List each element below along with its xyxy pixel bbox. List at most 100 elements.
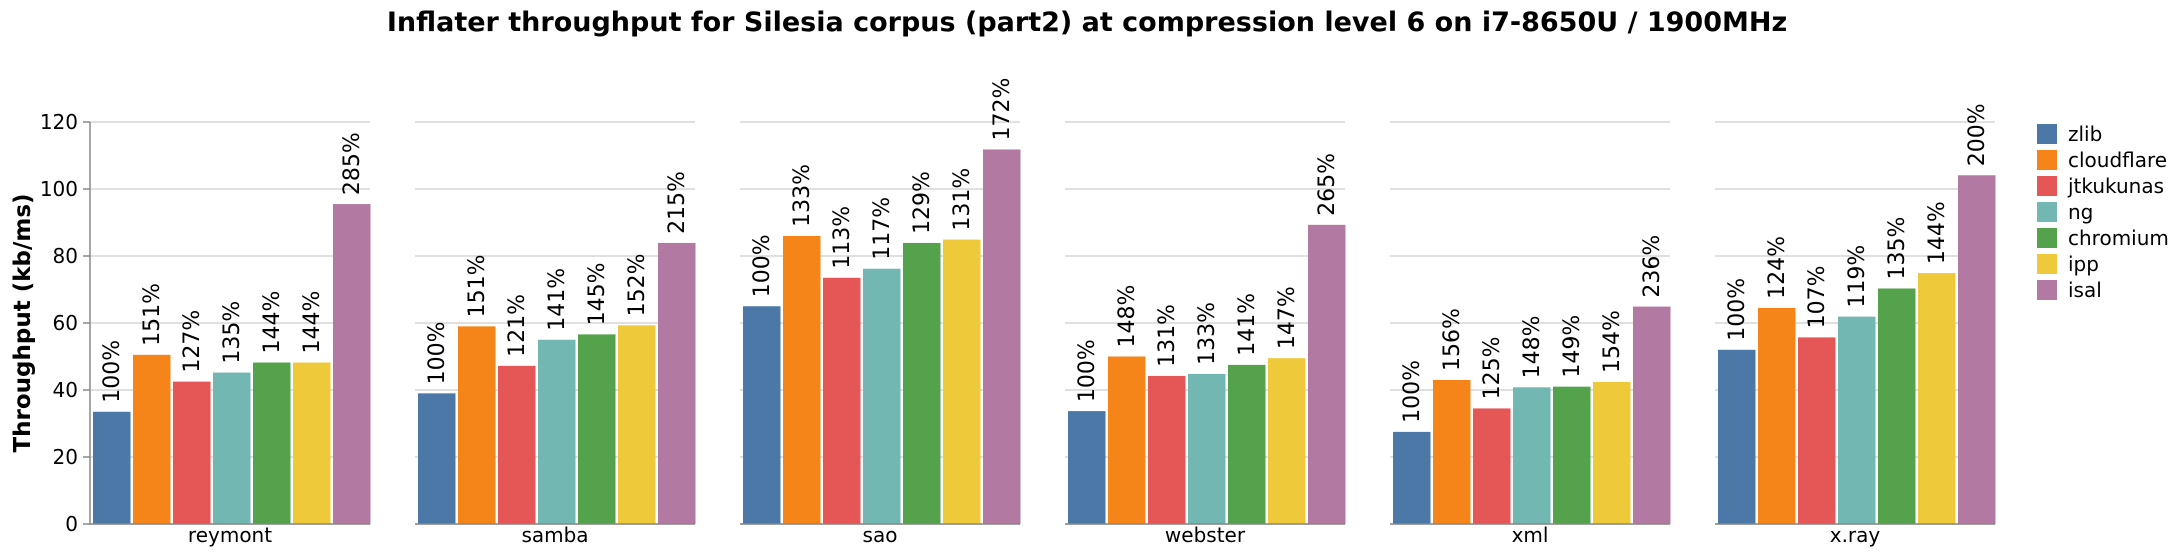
data-label: 236% [1640, 235, 1665, 298]
category-label: x.ray [1830, 523, 1881, 547]
data-label: 144% [300, 291, 325, 354]
data-label: 152% [625, 253, 650, 316]
legend-label: chromium [2068, 226, 2169, 250]
bar [213, 372, 251, 524]
bar [1393, 431, 1431, 524]
data-label: 148% [1520, 315, 1545, 378]
legend-swatch [2037, 280, 2057, 300]
data-label: 215% [665, 171, 690, 234]
bar [1473, 408, 1511, 524]
legend-swatch [2037, 124, 2057, 144]
bar [253, 362, 291, 524]
bar [1958, 175, 1996, 524]
data-label: 100% [1075, 339, 1100, 402]
y-tick-label: 120 [40, 110, 78, 134]
data-label: 100% [750, 234, 775, 297]
bar [333, 204, 371, 524]
bar [1718, 349, 1756, 524]
data-label: 100% [425, 321, 450, 384]
data-label: 133% [790, 164, 815, 227]
y-axis-title: Throughput (kb/ms) [10, 193, 36, 452]
bar [1308, 224, 1346, 524]
data-label: 151% [465, 254, 490, 317]
legend-label: isal [2068, 278, 2102, 302]
bar [293, 362, 331, 524]
legend-label: jtkukunas [2067, 174, 2164, 198]
bar [1228, 364, 1266, 524]
grid-layer [90, 121, 1995, 525]
bar [498, 365, 536, 524]
bar [173, 381, 211, 524]
axis-layer: 0 20 40 60 80 100 120 reymont samba sao webster xml… [40, 110, 1995, 547]
bar [578, 334, 616, 524]
y-tick-label: 100 [40, 177, 78, 201]
data-label: 141% [545, 268, 570, 331]
data-label: 144% [260, 291, 285, 354]
data-label: 145% [585, 262, 610, 325]
data-label: 149% [1560, 315, 1585, 378]
data-label: 144% [1925, 201, 1950, 264]
chart-title: Inflater throughput for Silesia corpus (… [387, 7, 1787, 38]
data-label: 147% [1275, 286, 1300, 349]
bar [1758, 307, 1796, 524]
legend-label: zlib [2068, 122, 2102, 146]
data-label: 148% [1115, 285, 1140, 348]
bar [93, 411, 131, 524]
legend-label: cloudflare [2068, 148, 2167, 172]
bar [743, 306, 781, 524]
data-label: 141% [1235, 293, 1260, 356]
data-label: 107% [1805, 265, 1830, 328]
bar [1878, 288, 1916, 524]
legend-swatch [2037, 254, 2057, 274]
data-label: 131% [1155, 304, 1180, 367]
bar [983, 149, 1021, 524]
bar [1553, 386, 1591, 524]
bar [458, 326, 496, 524]
data-label: 135% [1885, 217, 1910, 280]
bar [538, 339, 576, 524]
bar [1433, 379, 1471, 524]
data-label: 117% [870, 197, 895, 260]
legend-swatch [2037, 228, 2057, 248]
bar [1188, 373, 1226, 524]
legend-swatch [2037, 176, 2057, 196]
bar [658, 242, 696, 524]
data-label: 156% [1440, 308, 1465, 371]
category-label: xml [1512, 523, 1549, 547]
bar [783, 235, 821, 524]
category-label: webster [1165, 523, 1246, 547]
data-label: 121% [505, 294, 530, 357]
bar [1148, 375, 1186, 524]
y-tick-label: 20 [53, 445, 78, 469]
bar [1593, 381, 1631, 524]
data-label: 125% [1480, 337, 1505, 400]
y-tick-label: 0 [65, 512, 78, 536]
data-label: 151% [140, 283, 165, 346]
legend-label: ng [2068, 200, 2093, 224]
data-label: 129% [910, 171, 935, 234]
bar [1918, 273, 1956, 524]
y-tick-label: 40 [53, 378, 78, 402]
bar [823, 277, 861, 524]
bar [943, 239, 981, 524]
bar [1838, 316, 1876, 524]
bar [618, 325, 656, 524]
data-label: 119% [1845, 245, 1870, 308]
legend-swatch [2037, 150, 2057, 170]
data-label: 172% [990, 78, 1015, 141]
legend-swatch [2037, 202, 2057, 222]
data-labels-layer: 100% 151% 127% 135% 144% 144% 285% 100% 151% 121%… [100, 78, 1990, 423]
data-label: 100% [1725, 278, 1750, 341]
y-tick-label: 80 [53, 244, 78, 268]
data-label: 113% [830, 206, 855, 269]
bar [903, 242, 941, 524]
data-label: 131% [950, 168, 975, 231]
data-label: 200% [1965, 103, 1990, 166]
bar [863, 268, 901, 524]
data-label: 100% [1400, 360, 1425, 423]
bar [1068, 411, 1106, 524]
bar [1633, 306, 1671, 524]
bars-layer [93, 149, 1996, 524]
